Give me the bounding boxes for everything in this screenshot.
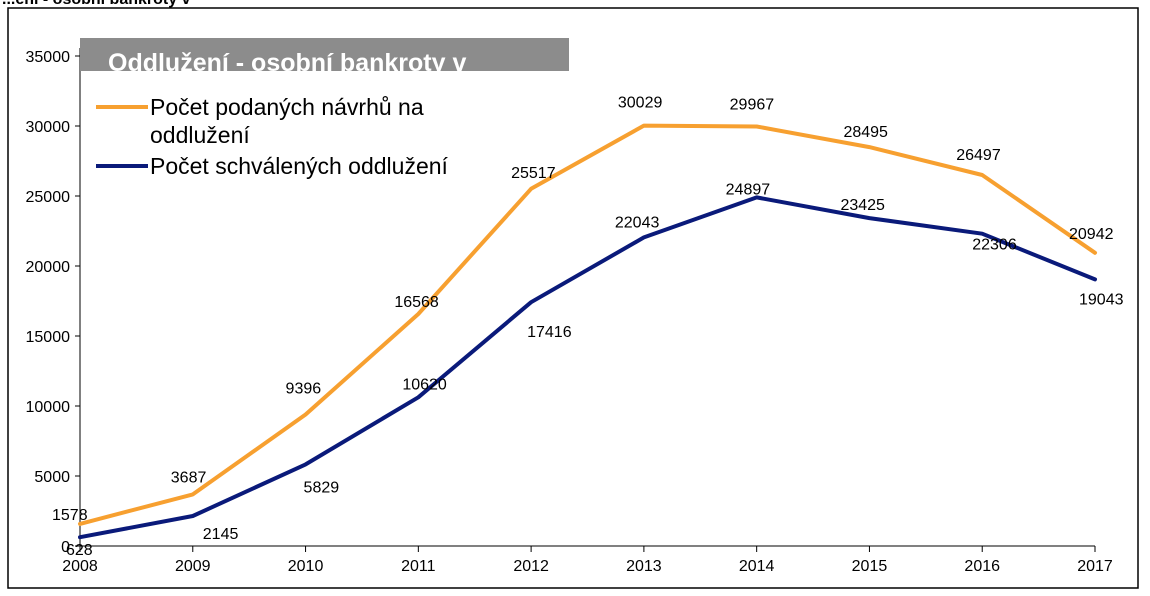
- data-label: 20942: [1069, 226, 1114, 243]
- y-tick-label: 0: [61, 539, 70, 556]
- x-tick-label: 2009: [175, 558, 211, 575]
- legend-label: oddlužení: [150, 122, 250, 148]
- x-tick-label: 2014: [739, 558, 775, 575]
- y-tick-label: 35000: [26, 49, 71, 66]
- x-tick-label: 2011: [401, 558, 436, 575]
- y-tick-label: 20000: [26, 259, 71, 276]
- y-tick-label: 10000: [26, 399, 71, 416]
- data-label: 30029: [618, 95, 663, 112]
- series-line-1: [78, 123, 1097, 526]
- x-tick-label: 2008: [62, 558, 98, 575]
- data-label: 17416: [527, 324, 572, 341]
- x-tick-label: 2017: [1077, 558, 1113, 575]
- data-label: 5829: [304, 479, 340, 496]
- data-label: 22043: [615, 214, 660, 231]
- chart-title: Oddlužení - osobní bankroty v: [108, 49, 466, 77]
- x-tick-label: 2013: [626, 558, 662, 575]
- data-label: 23425: [840, 197, 885, 214]
- page-header-cut: ...ení - osobní bankroty v: [2, 0, 190, 9]
- y-tick-label: 25000: [26, 189, 71, 206]
- data-labels: 1578 3687 9396 16568 25517 30029 29967 28495 264…: [52, 95, 1124, 560]
- data-label: 628: [66, 542, 93, 559]
- series-layer: [78, 123, 1097, 540]
- data-label: 1578: [52, 507, 88, 524]
- y-tick-label: 30000: [26, 119, 71, 136]
- data-label: 19043: [1079, 291, 1124, 308]
- chart-title-box: Oddlužení - osobní bankroty v: [80, 38, 569, 77]
- x-tick-label: 2010: [288, 558, 324, 575]
- data-label: 29967: [730, 96, 775, 113]
- x-tick-label: 2012: [513, 558, 549, 575]
- data-label: 2145: [203, 526, 239, 543]
- data-label: 10620: [402, 376, 447, 393]
- data-label: 28495: [843, 124, 888, 141]
- series-line-2: [78, 195, 1097, 540]
- data-label: 16568: [394, 294, 439, 311]
- data-label: 9396: [286, 380, 322, 397]
- legend-label: Počet podaných návrhů na: [150, 94, 424, 120]
- data-label: 22306: [972, 237, 1017, 254]
- y-tick-label: 15000: [26, 329, 71, 346]
- x-tick-label: 2015: [852, 558, 888, 575]
- data-label: 24897: [726, 181, 771, 198]
- data-label: 25517: [511, 165, 556, 182]
- chart-axes: 0 5000 10000 15000 20000 25000 30000 35000 2008 2…: [26, 48, 1113, 575]
- x-tick-label: 2016: [964, 558, 1000, 575]
- legend-label: Počet schválených oddlužení: [150, 153, 449, 179]
- data-label: 26497: [956, 147, 1001, 164]
- y-tick-label: 5000: [34, 469, 70, 486]
- data-label: 3687: [171, 469, 207, 486]
